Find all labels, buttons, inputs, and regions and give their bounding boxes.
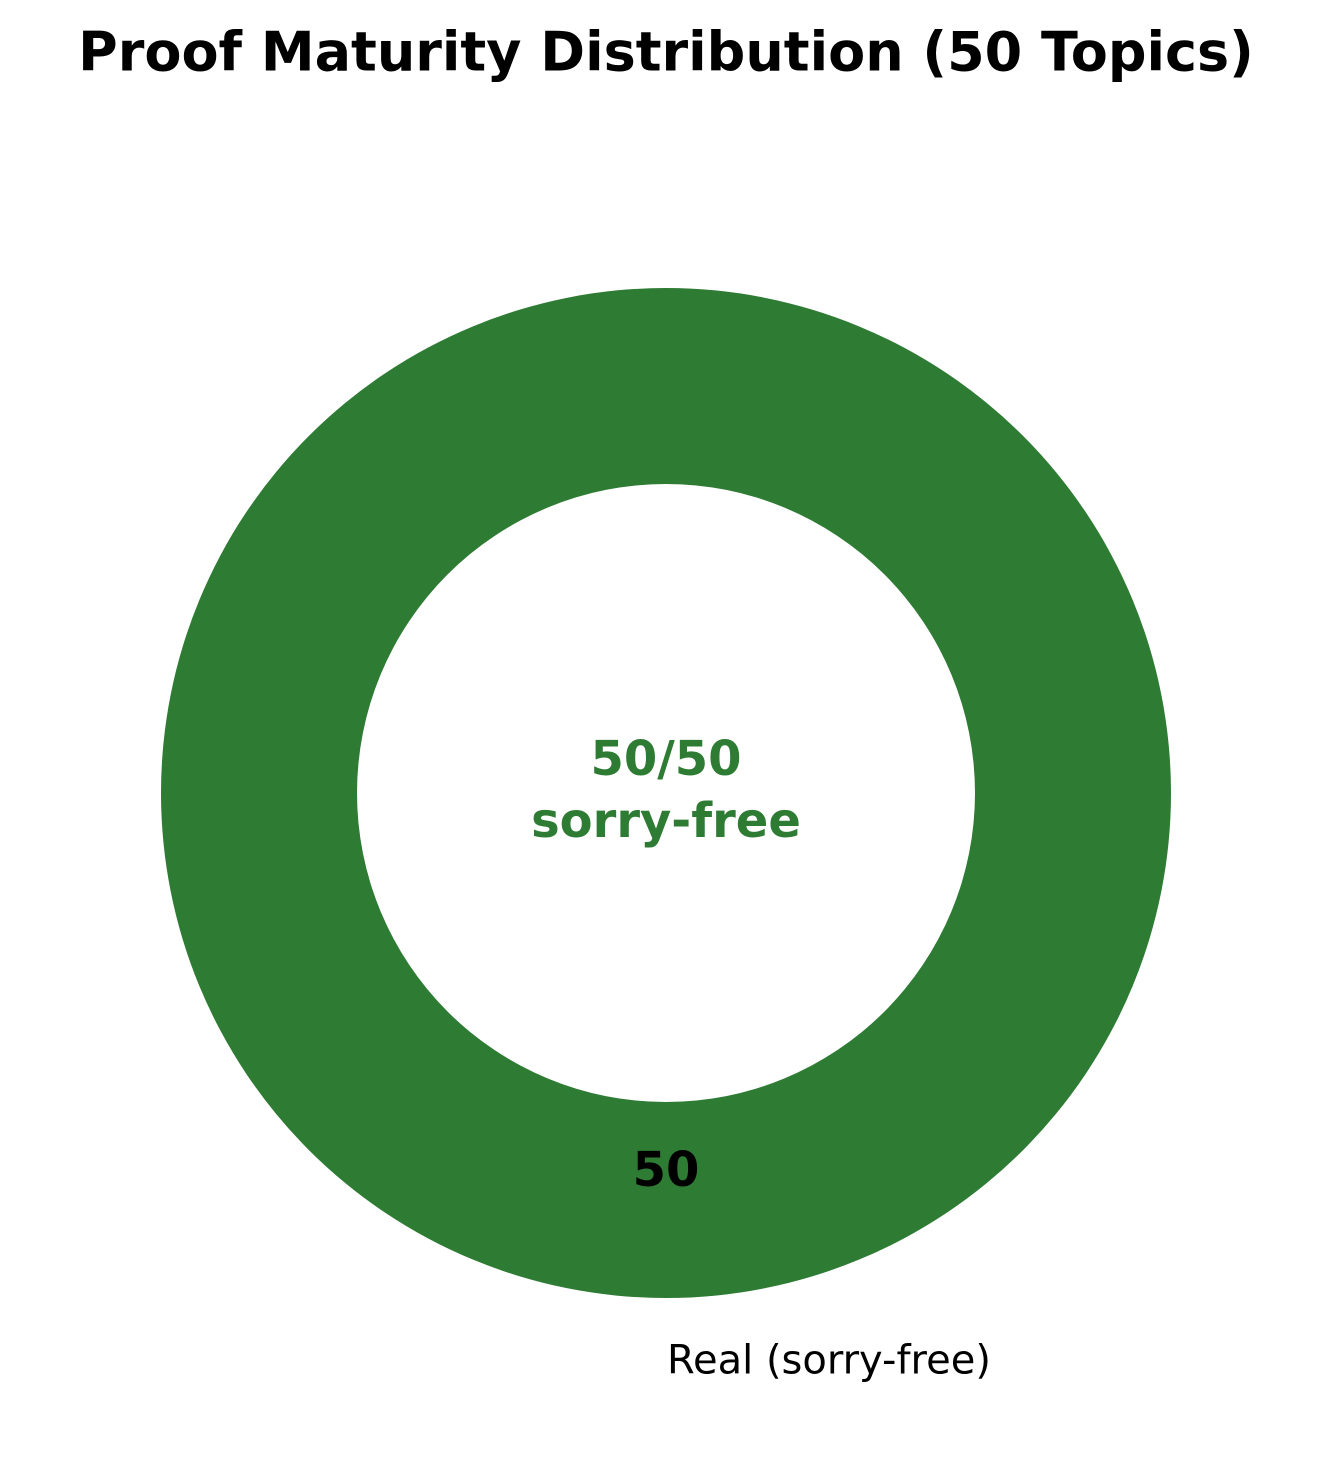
chart-title: Proof Maturity Distribution (50 Topics): [78, 21, 1254, 84]
donut-wedge: [161, 288, 1171, 1298]
category-label: Real (sorry-free): [667, 1338, 991, 1384]
value-label: 50: [633, 1142, 700, 1198]
center-label: sorry-free: [531, 793, 801, 849]
center-label: 50/50: [590, 731, 741, 787]
